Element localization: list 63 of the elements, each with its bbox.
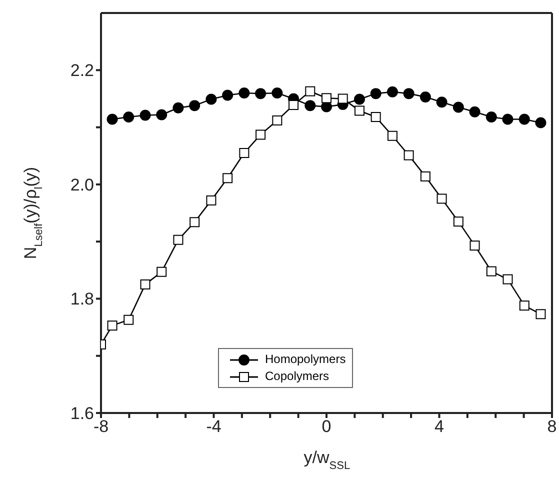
- point: [403, 88, 414, 100]
- x-tick-label: -8: [93, 417, 109, 436]
- text: 1.8: [70, 290, 94, 309]
- point: [486, 112, 497, 122]
- point: [304, 100, 316, 112]
- point: [370, 88, 382, 100]
- point: [420, 92, 431, 102]
- point: [322, 93, 332, 104]
- point: [107, 320, 118, 331]
- point: [404, 150, 414, 160]
- point: [452, 102, 464, 113]
- text: 2.0: [70, 175, 94, 194]
- point: [354, 94, 365, 105]
- point: [486, 266, 496, 276]
- y-tick-label: 1.6: [70, 404, 94, 424]
- point: [156, 109, 168, 120]
- point: [222, 90, 234, 101]
- point: [123, 112, 134, 122]
- point: [387, 130, 398, 141]
- point: [172, 102, 184, 114]
- point: [239, 148, 250, 158]
- point: [305, 86, 316, 96]
- point: [206, 195, 216, 206]
- point: [156, 266, 167, 277]
- point: [519, 300, 530, 311]
- point: [206, 94, 217, 105]
- point: [173, 234, 184, 245]
- x-tick-label: 0: [322, 417, 332, 436]
- point: [255, 88, 266, 100]
- point: [470, 240, 480, 251]
- point: [420, 171, 430, 182]
- point: [288, 100, 299, 110]
- point: [222, 173, 233, 184]
- legend-label: Homopolymers: [265, 351, 346, 368]
- point: [536, 309, 546, 320]
- point: [272, 115, 282, 126]
- point: [338, 94, 348, 104]
- point: [370, 112, 381, 122]
- x-tick-label: 4: [434, 417, 444, 436]
- point: [238, 88, 250, 98]
- point: [140, 110, 151, 121]
- point: [436, 96, 448, 108]
- point: [106, 114, 118, 125]
- point: [502, 114, 514, 125]
- point: [354, 106, 364, 116]
- y-tick-label: 2.2: [70, 61, 94, 80]
- point: [189, 100, 200, 112]
- x-tick-label: 8: [547, 417, 557, 436]
- x-axis-title: y/w$_{SSL}$: [304, 448, 350, 472]
- point: [190, 217, 200, 228]
- point: [453, 216, 464, 227]
- point: [502, 274, 513, 284]
- point: [469, 106, 480, 118]
- point: [386, 86, 398, 98]
- point: [124, 314, 134, 325]
- legend-label: Copolymers: [265, 368, 330, 385]
- point: [272, 88, 283, 98]
- point: [535, 117, 546, 128]
- point: [140, 279, 150, 290]
- point: [518, 114, 530, 125]
- point: [436, 194, 447, 204]
- point: [256, 130, 266, 140]
- x-tick-label: -4: [206, 417, 222, 436]
